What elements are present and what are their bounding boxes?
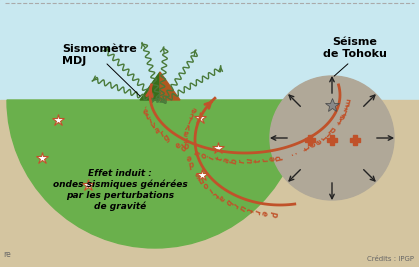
Text: t: t — [215, 156, 224, 162]
Text: n: n — [196, 174, 205, 185]
Text: e: e — [185, 152, 192, 162]
Text: g: g — [162, 133, 172, 143]
Text: t: t — [145, 112, 151, 122]
Text: r: r — [230, 201, 239, 209]
Text: r: r — [238, 159, 247, 163]
Text: b: b — [230, 158, 239, 164]
Text: i: i — [326, 129, 333, 138]
Text: d: d — [328, 124, 338, 134]
Text: v: v — [150, 121, 158, 131]
Text: t: t — [211, 190, 220, 198]
Text: r: r — [158, 130, 166, 139]
Text: v: v — [184, 121, 191, 131]
Text: r: r — [184, 134, 188, 143]
Text: Crédits : IPGP: Crédits : IPGP — [367, 256, 414, 262]
Text: a: a — [184, 128, 189, 137]
Text: P: P — [267, 210, 277, 217]
Text: :: : — [290, 149, 299, 156]
Text: r: r — [320, 132, 328, 142]
Text: a: a — [216, 193, 227, 203]
Text: f: f — [344, 101, 349, 111]
Text: r: r — [251, 209, 261, 215]
Text: t: t — [303, 143, 312, 152]
Text: Sismomètre
MDJ: Sismomètre MDJ — [62, 44, 137, 66]
Text: i: i — [206, 185, 214, 194]
Text: d: d — [186, 158, 195, 168]
Wedge shape — [7, 100, 303, 248]
Text: g: g — [183, 140, 189, 150]
Text: e: e — [339, 110, 347, 120]
Text: P: P — [275, 153, 286, 161]
Text: u: u — [246, 158, 255, 164]
Bar — [0, 100, 419, 267]
Text: b: b — [222, 197, 233, 206]
Text: f: f — [342, 106, 348, 115]
Text: e: e — [173, 140, 184, 150]
Text: e: e — [314, 136, 324, 146]
Text: é: é — [142, 107, 149, 117]
Text: t: t — [244, 207, 253, 213]
Bar — [0, 0, 419, 100]
Text: t: t — [189, 109, 195, 119]
Text: Séisme
de Tohoku: Séisme de Tohoku — [323, 37, 387, 59]
Text: e: e — [259, 210, 269, 216]
Text: t: t — [253, 158, 263, 163]
Text: t: t — [337, 115, 344, 125]
Text: re: re — [3, 250, 11, 259]
Text: o: o — [200, 179, 210, 190]
Text: i: i — [187, 116, 192, 125]
Text: r: r — [261, 157, 270, 162]
Circle shape — [270, 76, 394, 200]
Text: a: a — [153, 125, 163, 135]
Text: o: o — [199, 152, 210, 160]
Text: Effet induit :
ondes sismiques générées
par les perturbations
de gravité: Effet induit : ondes sismiques générées … — [53, 169, 187, 211]
Text: e: e — [268, 155, 278, 162]
Text: s: s — [193, 169, 201, 179]
Text: é: é — [191, 104, 199, 114]
Text: a: a — [222, 157, 232, 163]
Text: d: d — [179, 143, 189, 153]
Polygon shape — [160, 72, 180, 100]
Text: i: i — [147, 117, 154, 126]
Text: n: n — [192, 149, 203, 158]
Text: E: E — [344, 96, 351, 105]
Polygon shape — [140, 72, 160, 100]
Text: i: i — [207, 155, 217, 160]
Text: u: u — [236, 203, 247, 212]
Text: c: c — [309, 140, 318, 149]
